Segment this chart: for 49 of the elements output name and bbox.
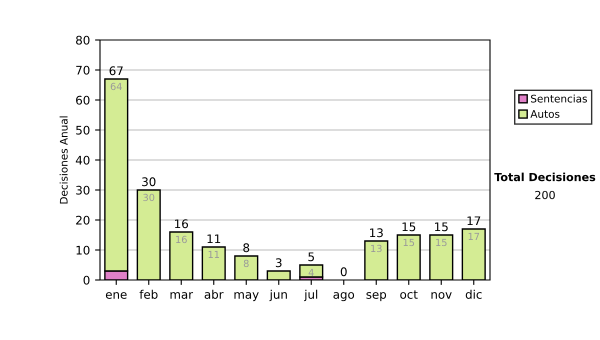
- y-tick-label: 30: [76, 186, 90, 195]
- y-tick-label: 10: [76, 246, 90, 255]
- data-label: 30: [143, 194, 154, 202]
- x-tick-label: oct: [400, 290, 418, 299]
- y-tick-label: 40: [76, 156, 90, 165]
- total-label: 5: [308, 252, 314, 262]
- x-tick-label: may: [234, 292, 259, 302]
- total-label: 30: [142, 177, 156, 186]
- total-label: 3: [276, 258, 282, 268]
- x-tick-label: dic: [466, 290, 482, 299]
- total-label: 11: [208, 234, 220, 244]
- y-axis-title: Decisiones Anual: [60, 116, 68, 204]
- x-tick-label: abr: [204, 290, 224, 299]
- y-tick-label: 80: [76, 36, 90, 45]
- x-tick-label: feb: [140, 290, 158, 299]
- total-label: 13: [370, 228, 383, 238]
- total-label: 16: [175, 219, 188, 228]
- data-label: 17: [468, 232, 480, 240]
- data-label: 8: [244, 260, 249, 268]
- data-label: 11: [208, 250, 220, 258]
- x-tick-label: sep: [366, 292, 386, 302]
- x-tick-label: ago: [333, 292, 354, 302]
- total-label: 17: [468, 216, 480, 226]
- y-tick-label: 0: [84, 276, 90, 285]
- y-tick-label: 60: [76, 96, 90, 105]
- total-label: 67: [110, 66, 123, 76]
- bar: [299, 264, 324, 278]
- data-label: 64: [110, 82, 122, 90]
- data-label: 15: [404, 238, 414, 246]
- x-tick-label: jul: [304, 290, 318, 302]
- total-label: 8: [243, 243, 250, 252]
- y-tick-label: 70: [76, 66, 90, 75]
- data-label: 15: [436, 238, 447, 246]
- data-label: 13: [371, 244, 382, 252]
- total-label: 15: [435, 222, 448, 232]
- x-tick-label: ene: [106, 292, 127, 299]
- y-tick-label: 50: [76, 126, 90, 135]
- legend-label: Sentencias: [531, 94, 587, 103]
- y-tick-label: 20: [76, 216, 90, 225]
- text: 200: [535, 190, 555, 200]
- total-label: 0: [340, 267, 347, 276]
- x-tick-label: jun: [269, 290, 287, 302]
- text: Total Decisiones: [494, 172, 596, 182]
- x-tick-label: mar: [170, 292, 194, 299]
- data-label: 4: [308, 268, 314, 276]
- x-tick-label: nov: [431, 292, 452, 299]
- legend-label: Autos: [530, 110, 560, 118]
- total-label: 15: [402, 222, 416, 232]
- data-label: 16: [176, 236, 187, 244]
